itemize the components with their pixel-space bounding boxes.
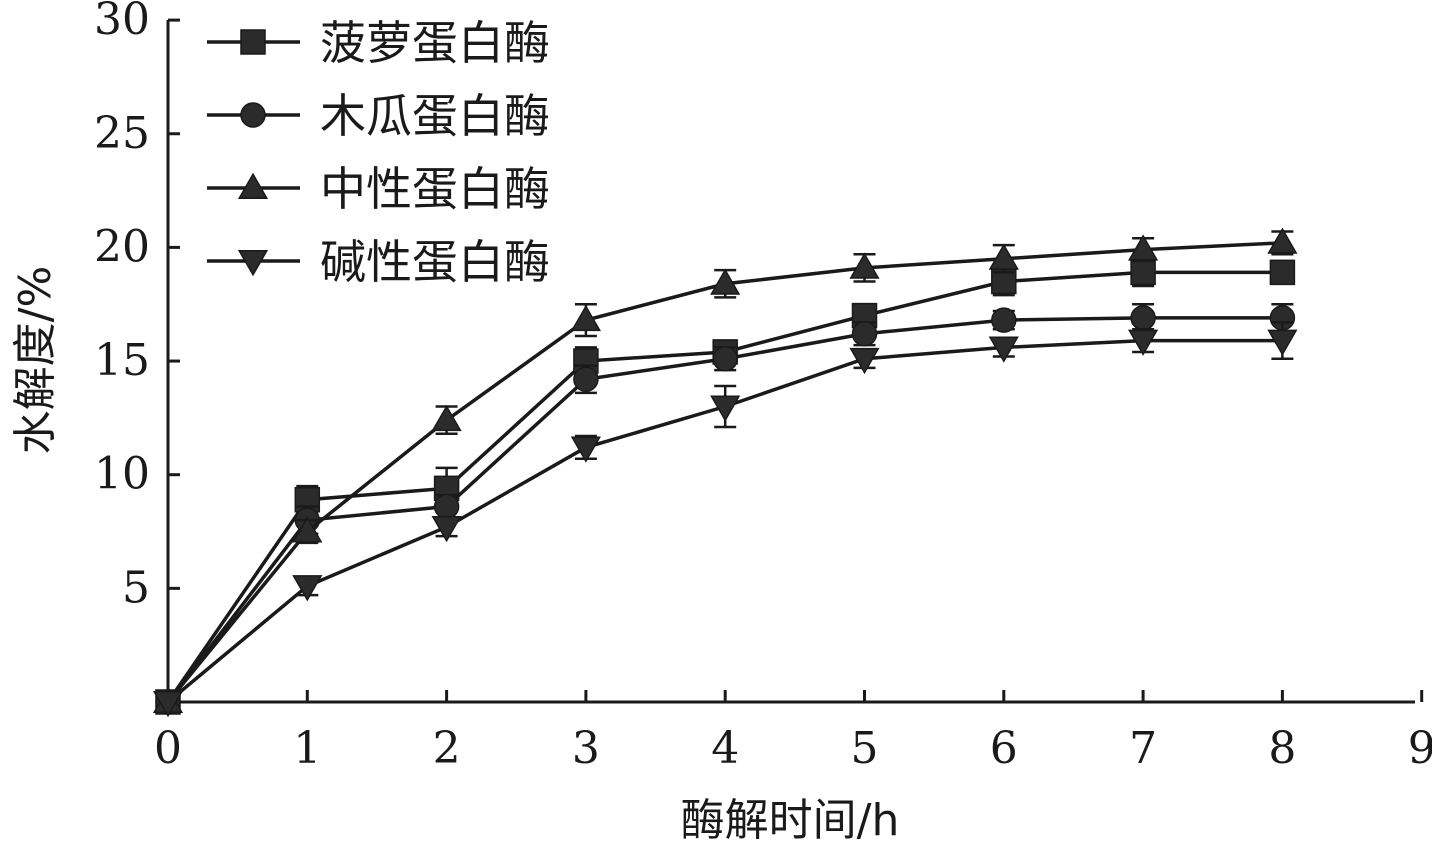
x-tick-label: 7 <box>1129 723 1157 774</box>
x-tick-label: 8 <box>1268 723 1296 774</box>
series-line <box>166 241 1283 704</box>
x-tick-label: 2 <box>433 723 461 774</box>
data-point <box>991 307 1017 333</box>
data-point <box>1130 259 1156 286</box>
x-axis-label: 酶解时间/h <box>681 795 900 842</box>
data-point <box>570 304 601 332</box>
axes: 0 1 2 3 4 5 6 7 8 9 5 10 15 20 25 30 <box>94 0 1432 774</box>
x-tick-label: 4 <box>711 723 739 774</box>
y-tick-label: 30 <box>94 0 150 45</box>
x-tick-label: 0 <box>154 723 182 774</box>
data-point <box>1130 305 1156 331</box>
legend-entry: 中性蛋白酶 <box>207 162 550 216</box>
data-point <box>292 516 323 543</box>
series-4 <box>152 321 1298 718</box>
data-point <box>1267 329 1298 356</box>
legend-entry: 碱性蛋白酶 <box>207 235 550 289</box>
legend-marker <box>240 102 266 128</box>
data-point <box>1267 227 1298 254</box>
data-point <box>712 346 738 372</box>
data-point <box>431 404 462 432</box>
data-point <box>710 395 741 422</box>
data-point <box>988 243 1019 270</box>
data-point <box>431 516 462 543</box>
data-point <box>570 436 601 463</box>
data-point <box>1128 234 1159 261</box>
series-line <box>166 270 1283 703</box>
x-tick-label: 5 <box>851 723 879 774</box>
data-point <box>851 321 878 347</box>
legend-label: 菠萝蛋白酶 <box>320 16 550 70</box>
series-3 <box>152 227 1298 713</box>
legend-entry: 木瓜蛋白酶 <box>207 89 550 143</box>
data-point <box>433 493 460 520</box>
series-1 <box>155 257 1296 715</box>
plot-area <box>152 227 1298 718</box>
data-point <box>573 366 599 392</box>
x-tick-label: 9 <box>1408 723 1432 774</box>
legend-label: 中性蛋白酶 <box>320 162 550 216</box>
y-tick-label: 15 <box>94 335 150 386</box>
legend-label: 木瓜蛋白酶 <box>320 89 550 143</box>
y-tick-label: 25 <box>94 108 150 159</box>
x-tick-label: 6 <box>990 723 1018 774</box>
data-point <box>152 691 184 718</box>
x-tick-label: 3 <box>572 723 600 774</box>
legend-marker <box>240 29 266 55</box>
data-point <box>1128 329 1159 356</box>
data-point <box>849 252 880 279</box>
y-axis-label: 水解度/% <box>10 266 61 455</box>
y-tick-label: 20 <box>94 221 150 272</box>
legend-entry: 菠萝蛋白酶 <box>207 16 550 70</box>
data-point <box>292 575 323 602</box>
x-tick-label: 1 <box>293 723 321 774</box>
y-tick-label: 5 <box>122 562 150 613</box>
legend-marker <box>237 172 269 199</box>
y-tick-label: 10 <box>94 449 150 500</box>
data-point <box>1269 259 1296 286</box>
data-point <box>710 268 741 295</box>
series-2 <box>155 302 1296 715</box>
legend-marker <box>237 250 269 277</box>
legend-label: 碱性蛋白酶 <box>320 235 550 289</box>
data-point <box>988 336 1019 363</box>
data-point <box>849 347 880 375</box>
